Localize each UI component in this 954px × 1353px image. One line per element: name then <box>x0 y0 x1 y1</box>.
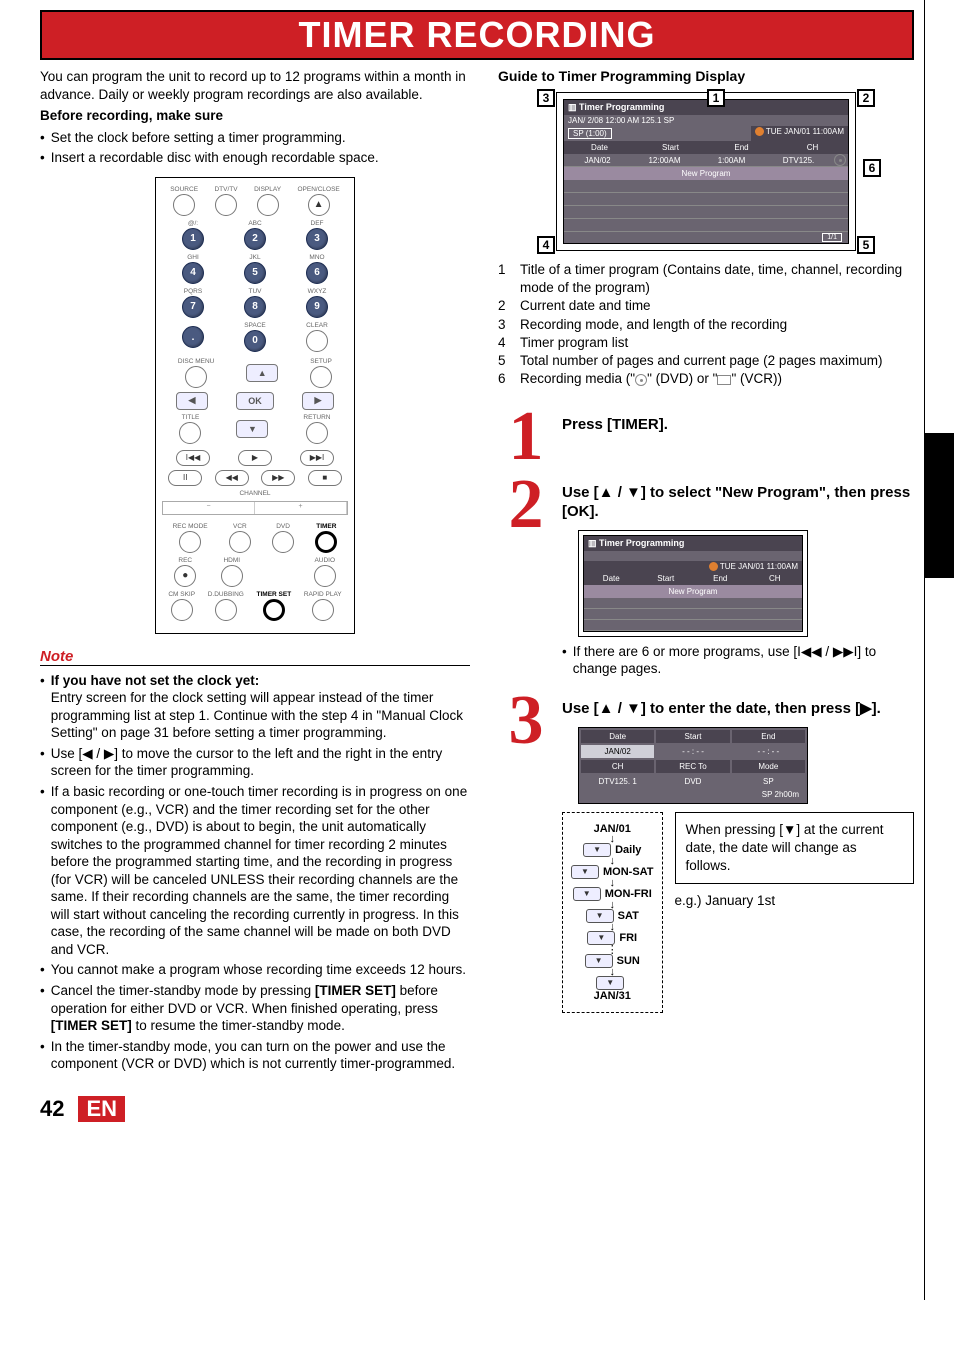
step-number-1: 1 <box>498 409 554 465</box>
lang-badge: EN <box>78 1096 125 1122</box>
callout-5: 5 <box>857 236 875 254</box>
callout-6: 6 <box>863 159 881 177</box>
flow-example: e.g.) January 1st <box>675 892 914 910</box>
page-footer: 42 EN <box>40 1096 914 1122</box>
step-number-2: 2 <box>498 477 554 681</box>
note-item: If you have not set the clock yet: Entry… <box>40 672 470 742</box>
note-item: You cannot make a program whose recordin… <box>40 961 470 979</box>
date-flow: JAN/01 ↓ Daily ↓ MON-SAT ↓ MON-FRI ↓ SAT… <box>562 812 663 1013</box>
step-1: 1 Press [TIMER]. <box>498 409 914 465</box>
keypad-1: 1 <box>182 228 204 250</box>
step-3: 3 Use [▲ / ▼] to enter the date, then pr… <box>498 693 914 1013</box>
note-item: If a basic recording or one-touch timer … <box>40 783 470 958</box>
guide-heading: Guide to Timer Programming Display <box>498 68 914 84</box>
callout-3: 3 <box>537 89 555 107</box>
side-tab-strip <box>924 0 954 1300</box>
before-head: Before recording, make sure <box>40 107 470 125</box>
keypad-3: 3 <box>306 228 328 250</box>
timer-button <box>315 531 337 553</box>
flow-note-box: When pressing [▼] at the current date, t… <box>675 812 914 885</box>
step-number-3: 3 <box>498 693 554 1013</box>
intro-text: You can program the unit to record up to… <box>40 68 470 103</box>
dvd-icon <box>635 374 647 386</box>
step3-screen: Date Start End JAN/02 - - : - - - - : - … <box>578 727 808 804</box>
dvd-media-icon <box>834 154 846 166</box>
nav-up: ▲ <box>246 364 278 382</box>
nav-right: ▶ <box>302 392 334 410</box>
note-heading: Note <box>40 648 470 666</box>
next-button: ▶▶I <box>300 450 334 466</box>
before-item: Insert a recordable disc with enough rec… <box>40 149 470 167</box>
step-2: 2 Use [▲ / ▼] to select "New Program", t… <box>498 477 914 681</box>
down-icon <box>583 843 611 857</box>
page-title: TIMER RECORDING <box>40 10 914 60</box>
note-item: Cancel the timer-standby mode by pressin… <box>40 982 470 1035</box>
step2-note: If there are 6 or more programs, use [I◀… <box>562 643 914 678</box>
play-button: ▶ <box>238 450 272 466</box>
remote-diagram: SOURCE DTV/TV DISPLAY OPEN/CLOSE▲ @/:1 A… <box>155 177 355 634</box>
nav-down: ▼ <box>236 420 268 438</box>
callout-2: 2 <box>857 89 875 107</box>
page-number: 42 <box>40 1096 64 1122</box>
timer-set-button <box>263 599 285 621</box>
note-item: Use [◀ / ▶] to move the cursor to the le… <box>40 745 470 780</box>
step2-screen: ▥ Timer Programming TUE JAN/01 11:00AM D… <box>578 530 808 637</box>
timer-programming-display: 3 1 2 6 4 5 ▥ Timer Programming JAN/ 2/0… <box>556 92 856 251</box>
prev-button: I◀◀ <box>176 450 210 466</box>
nav-left: ◀ <box>176 392 208 410</box>
note-item: In the timer-standby mode, you can turn … <box>40 1038 470 1073</box>
callout-4: 4 <box>537 236 555 254</box>
before-item: Set the clock before setting a timer pro… <box>40 129 470 147</box>
keypad-2: 2 <box>244 228 266 250</box>
legend-list: 1Title of a timer program (Contains date… <box>498 261 914 389</box>
callout-1: 1 <box>707 89 725 107</box>
ok-button: OK <box>236 392 274 410</box>
vcr-icon <box>717 375 731 385</box>
